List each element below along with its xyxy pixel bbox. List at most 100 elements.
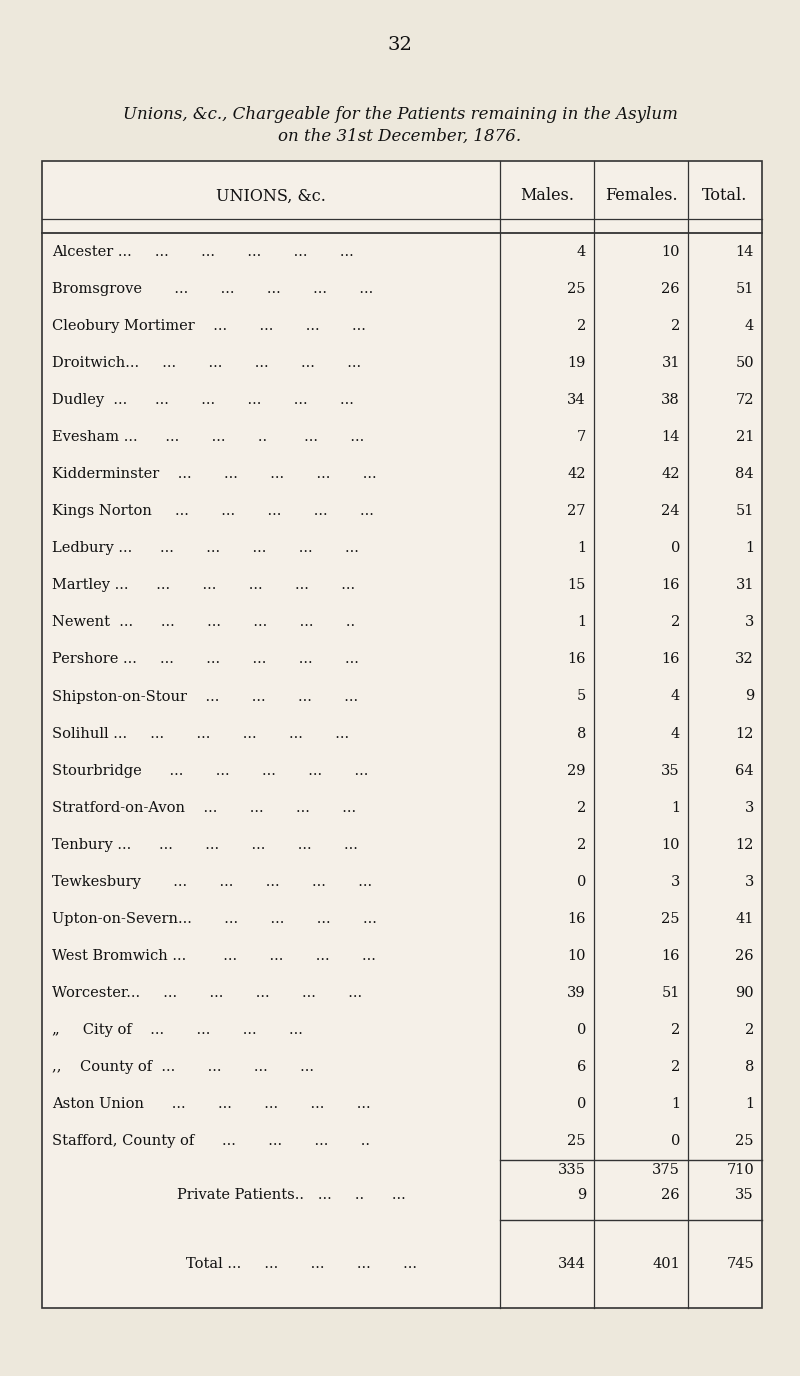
Text: 10: 10: [662, 838, 680, 852]
Text: Males.: Males.: [520, 187, 574, 205]
Text: Upton-on-Severn...       ...       ...       ...       ...: Upton-on-Severn... ... ... ... ...: [52, 912, 377, 926]
Text: 12: 12: [736, 727, 754, 740]
Text: 3: 3: [745, 875, 754, 889]
Text: 42: 42: [567, 466, 586, 482]
Text: Worcester...     ...       ...       ...       ...       ...: Worcester... ... ... ... ... ...: [52, 987, 362, 1000]
Text: Dudley  ...      ...       ...       ...       ...       ...: Dudley ... ... ... ... ... ...: [52, 394, 354, 407]
Text: Stourbridge      ...       ...       ...       ...       ...: Stourbridge ... ... ... ... ...: [52, 764, 368, 777]
Text: 41: 41: [736, 912, 754, 926]
Text: 1: 1: [745, 1098, 754, 1112]
Text: 64: 64: [735, 764, 754, 777]
Text: 6: 6: [577, 1061, 586, 1075]
Text: 90: 90: [735, 987, 754, 1000]
Text: 16: 16: [567, 652, 586, 666]
Text: 51: 51: [736, 282, 754, 296]
Text: ,,    County of  ...       ...       ...       ...: ,, County of ... ... ... ...: [52, 1061, 314, 1075]
Text: Females.: Females.: [605, 187, 678, 205]
Text: Kings Norton     ...       ...       ...       ...       ...: Kings Norton ... ... ... ... ...: [52, 504, 374, 519]
Text: 14: 14: [662, 429, 680, 444]
Text: 32: 32: [735, 652, 754, 666]
Text: 42: 42: [662, 466, 680, 482]
Text: 2: 2: [670, 615, 680, 629]
Text: Tenbury ...      ...       ...       ...       ...       ...: Tenbury ... ... ... ... ... ...: [52, 838, 358, 852]
Text: 0: 0: [577, 875, 586, 889]
Text: 31: 31: [735, 578, 754, 592]
Text: 710: 710: [726, 1163, 754, 1176]
Text: 2: 2: [577, 801, 586, 815]
Text: 9: 9: [577, 1187, 586, 1203]
Text: 21: 21: [736, 429, 754, 444]
Text: 1: 1: [671, 801, 680, 815]
Text: Newent  ...      ...       ...       ...       ...       ..: Newent ... ... ... ... ... ..: [52, 615, 355, 629]
Text: 745: 745: [726, 1258, 754, 1271]
Text: 35: 35: [662, 764, 680, 777]
Text: 15: 15: [568, 578, 586, 592]
Text: 344: 344: [558, 1258, 586, 1271]
Text: 0: 0: [670, 541, 680, 555]
Text: 16: 16: [662, 652, 680, 666]
Text: 24: 24: [662, 504, 680, 519]
Text: 16: 16: [662, 578, 680, 592]
Text: 25: 25: [567, 282, 586, 296]
Text: 16: 16: [662, 949, 680, 963]
Text: Aston Union      ...       ...       ...       ...       ...: Aston Union ... ... ... ... ...: [52, 1098, 370, 1112]
Text: 4: 4: [670, 689, 680, 703]
Text: 3: 3: [745, 615, 754, 629]
Text: 4: 4: [670, 727, 680, 740]
Text: Total.: Total.: [702, 187, 748, 205]
Text: 35: 35: [735, 1187, 754, 1203]
Text: 34: 34: [567, 394, 586, 407]
Text: 2: 2: [577, 319, 586, 333]
Text: 9: 9: [745, 689, 754, 703]
Text: 3: 3: [745, 801, 754, 815]
Text: 1: 1: [671, 1098, 680, 1112]
Text: Total ...     ...       ...       ...       ...: Total ... ... ... ... ...: [186, 1258, 417, 1271]
Text: on the 31st December, 1876.: on the 31st December, 1876.: [278, 128, 522, 144]
Text: Ledbury ...      ...       ...       ...       ...       ...: Ledbury ... ... ... ... ... ...: [52, 541, 359, 555]
Text: 2: 2: [577, 838, 586, 852]
Text: Bromsgrove       ...       ...       ...       ...       ...: Bromsgrove ... ... ... ... ...: [52, 282, 374, 296]
Text: 14: 14: [736, 245, 754, 259]
Text: 2: 2: [670, 1024, 680, 1038]
Text: 8: 8: [745, 1061, 754, 1075]
Text: Solihull ...     ...       ...       ...       ...       ...: Solihull ... ... ... ... ... ...: [52, 727, 349, 740]
Text: Private Patients..   ...     ..      ...: Private Patients.. ... .. ...: [177, 1187, 406, 1203]
Text: Unions, &c., Chargeable for the Patients remaining in the Asylum: Unions, &c., Chargeable for the Patients…: [122, 106, 678, 122]
Text: 26: 26: [735, 949, 754, 963]
Text: 39: 39: [567, 987, 586, 1000]
Text: 25: 25: [735, 1134, 754, 1149]
Text: 1: 1: [577, 541, 586, 555]
Text: 0: 0: [670, 1134, 680, 1149]
Text: 84: 84: [735, 466, 754, 482]
Text: 2: 2: [670, 319, 680, 333]
Text: Stratford-on-Avon    ...       ...       ...       ...: Stratford-on-Avon ... ... ... ...: [52, 801, 356, 815]
Text: 4: 4: [745, 319, 754, 333]
Text: Droitwich...     ...       ...       ...       ...       ...: Droitwich... ... ... ... ... ...: [52, 356, 361, 370]
Text: 31: 31: [662, 356, 680, 370]
Text: 16: 16: [567, 912, 586, 926]
Text: 25: 25: [662, 912, 680, 926]
Text: 401: 401: [652, 1258, 680, 1271]
Text: 51: 51: [736, 504, 754, 519]
Text: 25: 25: [567, 1134, 586, 1149]
Text: 27: 27: [567, 504, 586, 519]
Text: 19: 19: [568, 356, 586, 370]
Text: 375: 375: [652, 1163, 680, 1176]
Text: 3: 3: [670, 875, 680, 889]
Text: 10: 10: [567, 949, 586, 963]
Text: 4: 4: [577, 245, 586, 259]
Bar: [42, 161, 762, 1309]
Text: 5: 5: [577, 689, 586, 703]
Text: 38: 38: [662, 394, 680, 407]
Text: 10: 10: [662, 245, 680, 259]
Text: 26: 26: [662, 1187, 680, 1203]
Text: 32: 32: [387, 36, 413, 54]
Text: 1: 1: [577, 615, 586, 629]
Text: Tewkesbury       ...       ...       ...       ...       ...: Tewkesbury ... ... ... ... ...: [52, 875, 372, 889]
Text: 12: 12: [736, 838, 754, 852]
Text: 29: 29: [567, 764, 586, 777]
Text: Martley ...      ...       ...       ...       ...       ...: Martley ... ... ... ... ... ...: [52, 578, 355, 592]
Text: „     City of    ...       ...       ...       ...: „ City of ... ... ... ...: [52, 1024, 303, 1038]
Text: 8: 8: [577, 727, 586, 740]
Text: 1: 1: [745, 541, 754, 555]
